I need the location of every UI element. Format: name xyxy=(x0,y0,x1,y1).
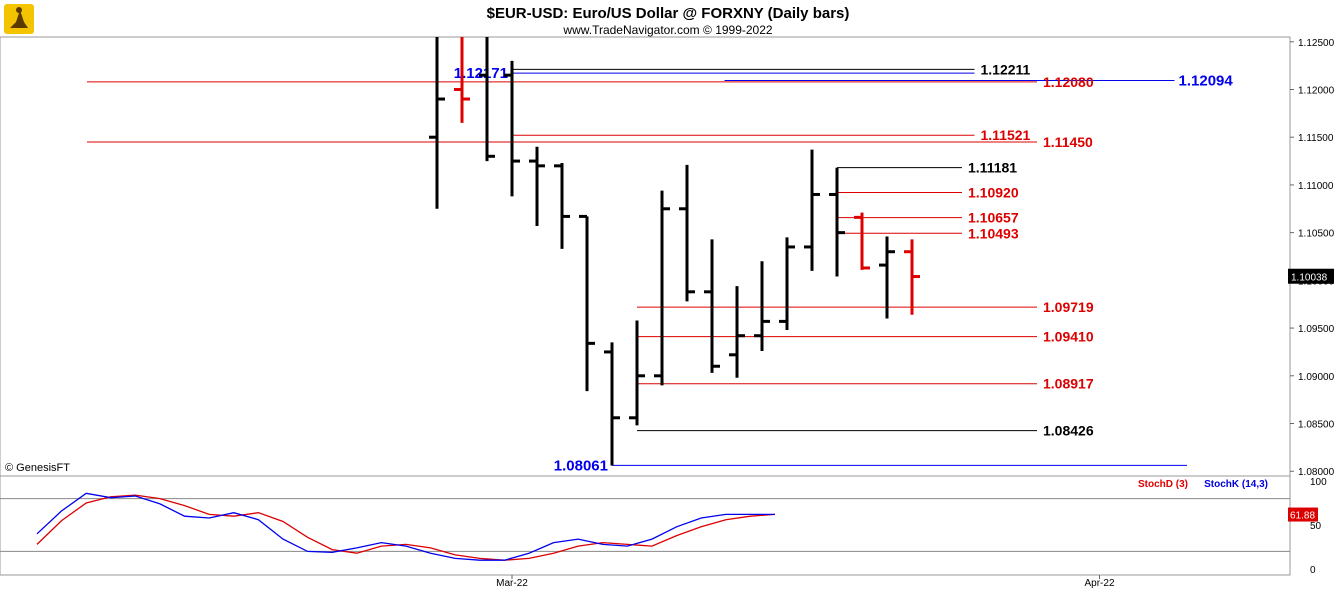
stoch-last-label: 61.88 xyxy=(1290,511,1315,522)
price-bars xyxy=(429,37,920,466)
x-tick-label: Apr-22 xyxy=(1084,578,1114,589)
y-tick-label: 1.12000 xyxy=(1298,85,1335,96)
level-label: 1.11181 xyxy=(968,160,1017,176)
stochastic-panel: 0 50 100 StochD (3) StochK (14,3) 61.88 xyxy=(0,477,1327,576)
level-label: 1.08917 xyxy=(1043,376,1094,392)
chart-title: $EUR-USD: Euro/US Dollar @ FORXNY (Daily… xyxy=(487,5,850,22)
y-tick-label: 1.09000 xyxy=(1298,372,1335,383)
level-label: 1.08426 xyxy=(1043,423,1094,439)
stoch-y-tick-label: 0 xyxy=(1310,565,1316,576)
level-label: 1.12094 xyxy=(1179,73,1234,90)
y-tick-label: 1.11000 xyxy=(1298,181,1334,192)
level-label: 1.11521 xyxy=(981,127,1031,143)
last-price-box xyxy=(1288,268,1334,284)
y-tick-label: 1.11500 xyxy=(1298,133,1334,144)
stoch-series-line xyxy=(36,492,775,561)
y-tick-label: 1.09500 xyxy=(1298,324,1335,335)
stoch-series-line xyxy=(36,494,776,561)
last-price-label: 1.10038 xyxy=(1291,273,1328,284)
level-label: 1.09719 xyxy=(1043,299,1094,315)
stoch-y-tick-label: 100 xyxy=(1310,477,1327,488)
stoch-last-box xyxy=(1288,507,1318,522)
indicator-panel xyxy=(0,475,1291,576)
legend-stoch-k: StochK (14,3) xyxy=(1204,479,1268,490)
y-tick-label: 1.10500 xyxy=(1298,229,1335,240)
date-axis: Mar-22 Apr-22 xyxy=(496,575,1115,589)
level-label: 1.12211 xyxy=(981,61,1031,77)
legend-stoch-d: StochD (3) xyxy=(1138,479,1188,490)
price-axis: 1.080001.085001.090001.095001.100001.105… xyxy=(1288,38,1335,478)
chart-subtitle: www.TradeNavigator.com © 1999-2022 xyxy=(562,23,772,37)
level-label: 1.11450 xyxy=(1043,134,1093,150)
app-logo-icon xyxy=(4,4,34,34)
level-label: 1.12171 xyxy=(454,65,508,82)
level-label: 1.12080 xyxy=(1043,74,1094,90)
y-tick-label: 1.08000 xyxy=(1298,467,1335,478)
level-label: 1.09410 xyxy=(1043,329,1094,345)
stoch-y-tick-label: 50 xyxy=(1310,521,1322,532)
price-panel xyxy=(0,36,1291,477)
watermark: © GenesisFT xyxy=(5,462,70,474)
level-label: 1.10920 xyxy=(968,185,1019,201)
y-tick-label: 1.12500 xyxy=(1298,38,1335,49)
level-label: 1.10657 xyxy=(968,210,1019,226)
level-lines: 1.12211 1.12171 1.12094 1.12080 1.11521 1.114… xyxy=(87,61,1233,474)
x-tick-label: Mar-22 xyxy=(496,578,528,589)
level-label: 1.08061 xyxy=(554,457,608,474)
level-label: 1.10493 xyxy=(968,225,1019,241)
y-tick-label: 1.08500 xyxy=(1298,420,1335,431)
